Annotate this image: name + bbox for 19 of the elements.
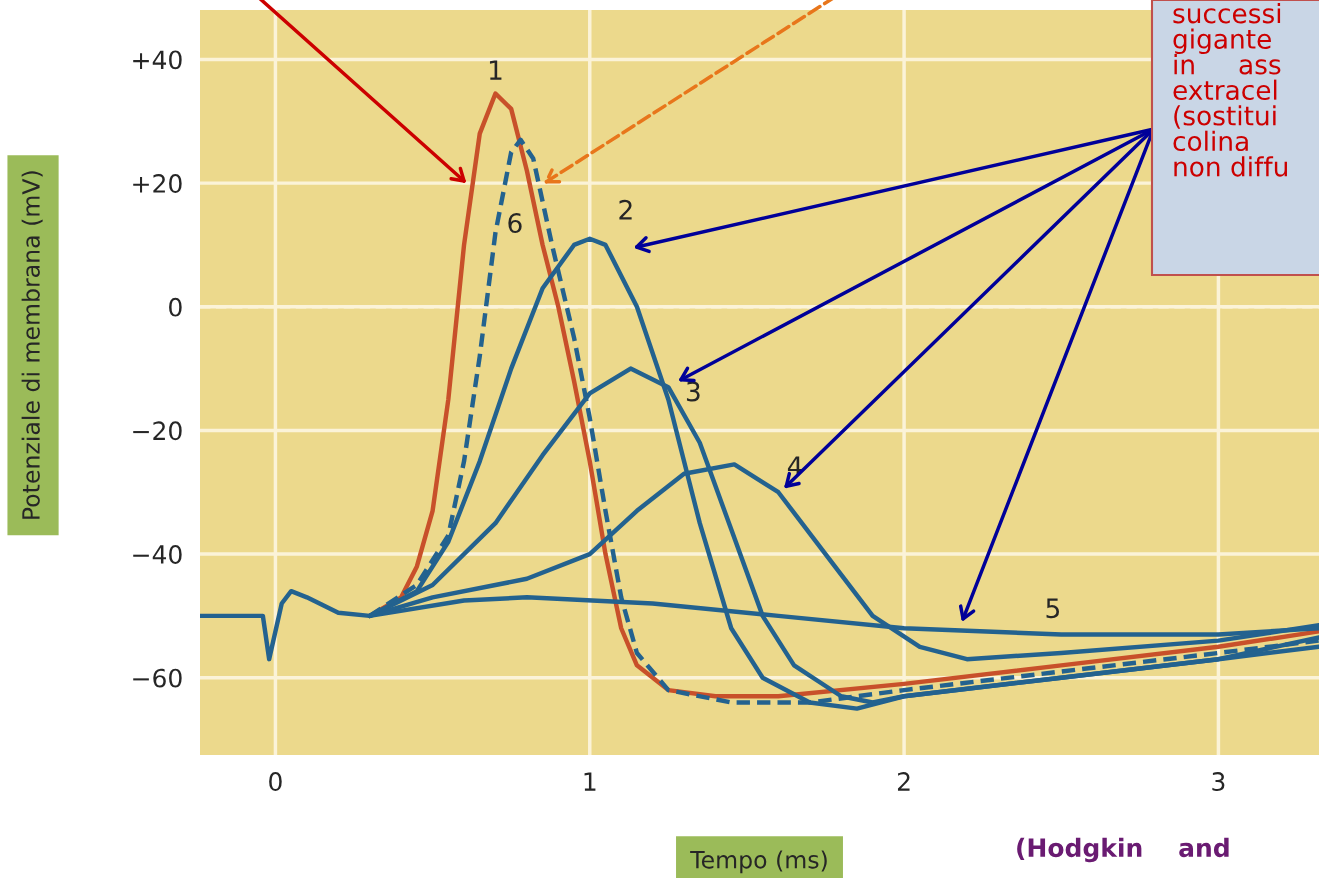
annotation: successi gigante in ass extracel (sostitui colina non diffu	[1173, 3, 1287, 177]
text: (Hodgkin and	[1017, 837, 1229, 863]
x-tick-label: 2	[897, 772, 910, 791]
y-tick-label: −60	[133, 668, 182, 688]
y-axis-title: Potenziale di membrana (mV)	[21, 171, 43, 519]
y-tick-label: 0	[169, 297, 182, 317]
y-tick-label: −40	[133, 545, 182, 564]
y-tick-label: −20	[133, 421, 182, 441]
y-tick-label: +40	[133, 50, 182, 70]
x-tick-label: 1	[584, 772, 596, 791]
annotation: 1	[489, 60, 502, 80]
annotation: 5	[1046, 598, 1060, 619]
x-tick-label: 3	[1212, 772, 1225, 792]
annotation: 3	[686, 381, 700, 402]
x-axis-title: Tempo (ms)	[690, 850, 827, 874]
annotation: 2	[619, 199, 632, 220]
y-tick-label: +20	[133, 174, 182, 193]
annotation: 6	[508, 213, 522, 234]
x-tick-label: 0	[269, 772, 282, 792]
